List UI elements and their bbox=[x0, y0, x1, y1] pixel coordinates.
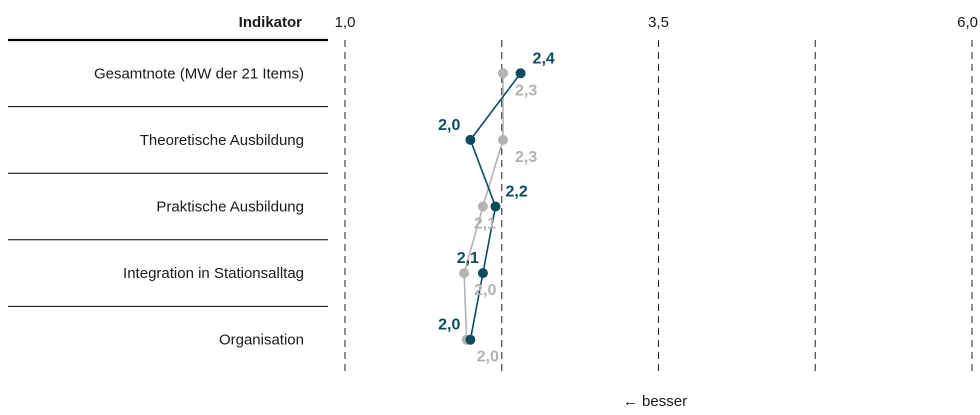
column-header: Indikator bbox=[239, 14, 303, 31]
series-0-point bbox=[465, 134, 476, 145]
series-0-point bbox=[490, 201, 501, 212]
x-tick-label: 3,5 bbox=[648, 14, 669, 31]
series-0-value-label: 2,1 bbox=[457, 250, 479, 267]
series-1-point bbox=[477, 201, 488, 212]
series-0-value-label: 2,4 bbox=[533, 50, 555, 67]
series-layer: 2,3 2,3 2,1 2,0 2,0 2,4 2,0 2,2 2,1 2,0 bbox=[438, 50, 555, 365]
series-1-point bbox=[459, 268, 470, 279]
series-0-value-label: 2,2 bbox=[505, 184, 527, 201]
x-tick-labels: 1,0 3,5 6,0 bbox=[335, 14, 978, 31]
series-0-value-label: 2,0 bbox=[438, 317, 460, 334]
series-1-value-label: 2,3 bbox=[515, 149, 537, 166]
x-tick-label: 6,0 bbox=[957, 14, 978, 31]
x-tick-label: 1,0 bbox=[335, 14, 356, 31]
row-separators bbox=[8, 106, 328, 307]
gridlines bbox=[344, 40, 973, 376]
row-label-2: Praktische Ausbildung bbox=[156, 199, 304, 216]
series-1-value-label: 2,0 bbox=[477, 349, 499, 366]
row-labels: Gesamtnote (MW der 21 Items) Theoretische… bbox=[94, 65, 304, 348]
series-1-point bbox=[498, 68, 509, 79]
row-label-3: Integration in Stationsalltag bbox=[123, 265, 304, 282]
row-label-1: Theoretische Ausbildung bbox=[140, 132, 304, 149]
series-0-point bbox=[465, 334, 476, 345]
series-0-point bbox=[515, 68, 526, 79]
series-1-point bbox=[498, 134, 509, 145]
series-1-value-label: 2,0 bbox=[474, 282, 496, 299]
series-1-value-label: 2,3 bbox=[515, 82, 537, 99]
series-1-value-label: 2,1 bbox=[474, 216, 496, 233]
row-label-0: Gesamtnote (MW der 21 Items) bbox=[94, 65, 304, 82]
footnote-besser: ← besser bbox=[623, 393, 687, 410]
row-label-4: Organisation bbox=[219, 332, 304, 349]
series-0-value-label: 2,0 bbox=[438, 117, 460, 134]
series-0-point bbox=[477, 268, 488, 279]
